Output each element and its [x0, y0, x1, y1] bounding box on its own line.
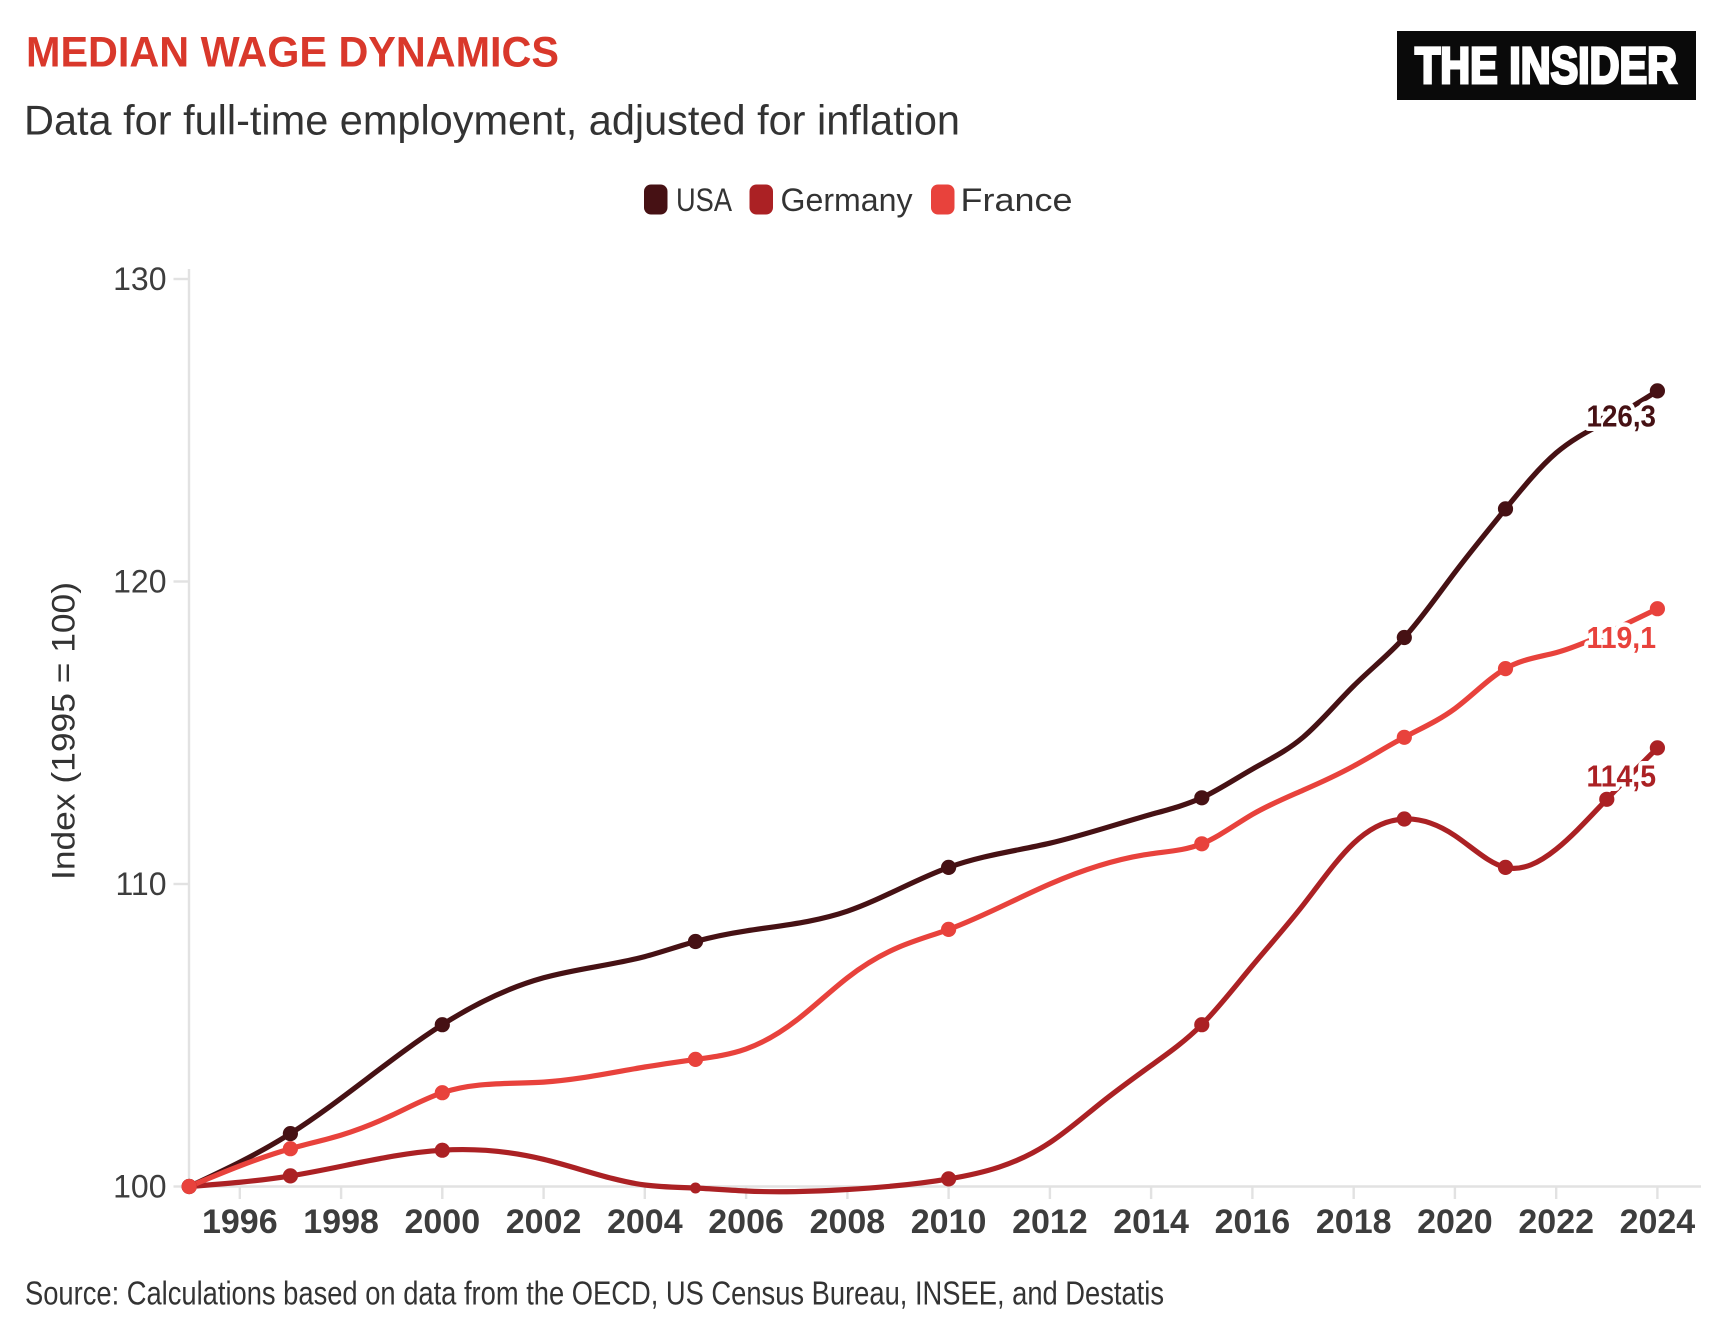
svg-text:2018: 2018: [1316, 1203, 1392, 1241]
svg-text:120: 120: [113, 563, 166, 599]
svg-text:2022: 2022: [1518, 1203, 1594, 1241]
svg-text:Source: Calculations based on: Source: Calculations based on data from …: [25, 1275, 1164, 1312]
svg-text:2020: 2020: [1417, 1203, 1493, 1241]
svg-text:114,5: 114,5: [1587, 758, 1657, 793]
svg-text:126,3: 126,3: [1587, 398, 1657, 433]
svg-text:119,1: 119,1: [1587, 620, 1657, 655]
svg-text:2004: 2004: [607, 1203, 683, 1241]
svg-text:2024: 2024: [1620, 1203, 1696, 1241]
svg-text:1998: 1998: [303, 1203, 379, 1241]
svg-text:THE INSIDER: THE INSIDER: [1415, 37, 1677, 94]
svg-text:MEDIAN WAGE DYNAMICS: MEDIAN WAGE DYNAMICS: [26, 30, 559, 77]
svg-text:1996: 1996: [202, 1203, 278, 1241]
svg-text:2002: 2002: [506, 1203, 582, 1241]
svg-text:2016: 2016: [1215, 1203, 1291, 1241]
svg-text:France: France: [961, 182, 1073, 218]
svg-text:Data for full-time employment,: Data for full-time employment, adjusted …: [24, 97, 960, 144]
svg-text:114,5: 114,5: [1587, 758, 1657, 793]
svg-text:100: 100: [113, 1168, 166, 1204]
svg-text:2006: 2006: [708, 1203, 784, 1241]
svg-text:2012: 2012: [1012, 1203, 1088, 1241]
svg-text:119,1: 119,1: [1587, 620, 1657, 655]
svg-text:USA: USA: [676, 182, 733, 218]
svg-text:2000: 2000: [404, 1203, 480, 1241]
svg-text:2008: 2008: [810, 1203, 886, 1241]
svg-text:110: 110: [115, 866, 166, 902]
svg-text:Index (1995 = 100): Index (1995 = 100): [46, 582, 82, 880]
svg-text:2010: 2010: [911, 1203, 987, 1241]
svg-text:130: 130: [113, 261, 166, 297]
svg-text:2014: 2014: [1113, 1203, 1189, 1241]
svg-text:126,3: 126,3: [1587, 398, 1657, 433]
svg-text:Germany: Germany: [781, 182, 913, 218]
